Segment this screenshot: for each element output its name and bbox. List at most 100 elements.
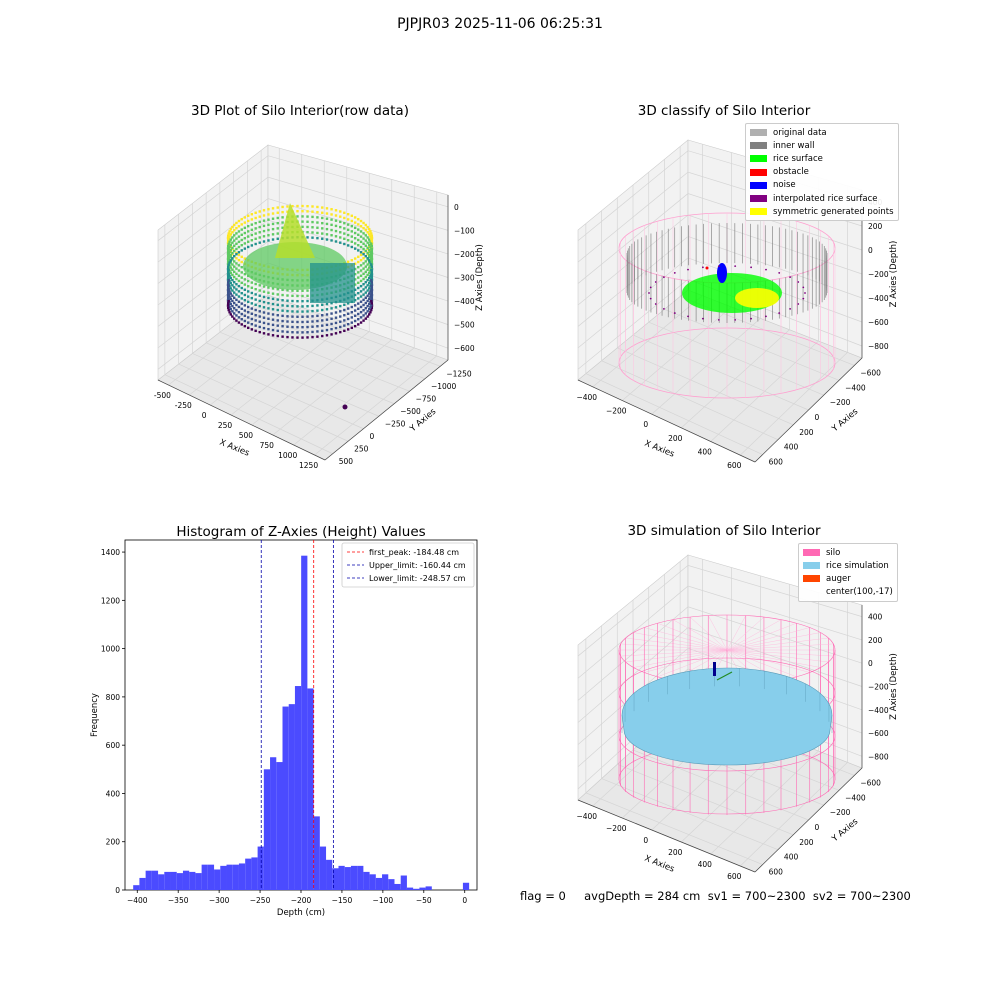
x-tick-label: 0 xyxy=(643,420,648,429)
scatter-point xyxy=(339,215,342,218)
auger-marker xyxy=(713,662,716,676)
scatter-point xyxy=(247,219,250,223)
scatter-point xyxy=(301,215,304,218)
histogram-bar xyxy=(307,688,314,890)
legend-label: obstacle xyxy=(773,167,809,178)
scatter-point xyxy=(267,286,270,289)
scatter-point xyxy=(369,235,372,238)
scatter-point xyxy=(229,233,232,236)
z-gridline xyxy=(157,155,449,241)
scatter-point xyxy=(243,231,247,235)
scatter-point xyxy=(276,334,279,338)
scatter-point xyxy=(301,325,304,329)
interpolated-point xyxy=(802,297,805,300)
scatter-point xyxy=(325,328,329,332)
scatter-point xyxy=(325,207,329,210)
scatter-point xyxy=(369,230,372,233)
scatter-point xyxy=(229,238,232,241)
histogram-bar xyxy=(294,686,302,890)
scatter-point xyxy=(359,225,363,228)
scatter-point xyxy=(240,249,243,252)
scatter-point xyxy=(325,217,329,220)
scatter-point xyxy=(276,293,279,296)
scatter-point xyxy=(346,233,350,237)
scatter-point xyxy=(237,269,241,272)
silo-roof-wire xyxy=(726,627,810,651)
scatter-point xyxy=(281,226,284,229)
x-tick-label: 400 xyxy=(698,860,713,869)
simulation-panel-title: 3D simulation of Silo Interior xyxy=(627,523,821,539)
scatter-point xyxy=(359,295,363,298)
scatter-point xyxy=(247,230,250,233)
scatter-point xyxy=(276,221,279,225)
scatter-point xyxy=(366,246,369,250)
outlier-point xyxy=(342,404,348,410)
scatter-point xyxy=(276,232,279,235)
scatter-point xyxy=(233,228,236,232)
scatter-point xyxy=(346,317,350,321)
scatter-point xyxy=(370,255,374,258)
scatter-point xyxy=(346,239,350,242)
scatter-point xyxy=(368,261,371,264)
y-tick-label: −200 xyxy=(830,398,851,407)
legend-label: interpolated rice surface xyxy=(773,193,878,204)
histogram-bar xyxy=(170,871,177,890)
y-tick-label: 0 xyxy=(369,432,374,441)
scatter-point xyxy=(362,257,365,260)
scatter-point xyxy=(226,265,230,269)
scatter-point xyxy=(359,300,363,303)
scatter-point xyxy=(359,240,363,244)
scatter-point xyxy=(267,208,270,211)
scatter-point xyxy=(267,307,270,310)
scatter-point xyxy=(330,322,333,326)
x-tick-label: 400 xyxy=(698,448,713,457)
scatter-point xyxy=(235,288,238,291)
scatter-point xyxy=(368,271,371,275)
scatter-point xyxy=(364,281,367,284)
histogram-bar xyxy=(363,871,370,890)
scatter-point xyxy=(346,307,350,310)
symmetric-generated-points xyxy=(735,288,779,308)
scatter-point xyxy=(243,237,247,240)
scatter-point xyxy=(276,324,279,327)
scatter-point xyxy=(243,304,247,307)
scatter-point xyxy=(235,247,238,251)
legend-swatch xyxy=(803,562,820,570)
scatter-point xyxy=(330,218,333,221)
scatter-point xyxy=(281,335,284,338)
y-tick-label: 600 xyxy=(106,741,121,750)
y-tick-label: −1000 xyxy=(431,382,457,391)
legend-swatch xyxy=(750,129,767,137)
scatter-point xyxy=(366,268,369,271)
histogram-bar xyxy=(164,871,171,890)
x-gridline xyxy=(272,179,393,436)
scatter-point xyxy=(311,304,314,308)
scatter-point xyxy=(240,233,243,236)
scatter-point xyxy=(229,250,232,254)
legend-swatch xyxy=(750,208,767,216)
x-axis-label: Depth (cm) xyxy=(277,908,325,918)
z-tick-label: 400 xyxy=(868,613,883,622)
x-tick-label: −200 xyxy=(606,824,627,833)
scatter-point xyxy=(226,270,230,274)
scatter-point xyxy=(281,304,284,307)
interpolated-point xyxy=(649,297,652,300)
scatter-point xyxy=(258,304,261,308)
scatter-point xyxy=(226,291,230,295)
scatter-point xyxy=(262,332,266,335)
silo-roof-wire xyxy=(726,649,834,657)
scatter-point xyxy=(262,295,266,299)
scatter-point xyxy=(240,260,243,264)
z-tick-label: −400 xyxy=(454,297,475,306)
scatter-point xyxy=(306,320,309,324)
scatter-point xyxy=(296,325,299,329)
y-gridline xyxy=(648,172,824,396)
scatter-point xyxy=(231,225,234,229)
scatter-point xyxy=(262,326,266,330)
legend-item: auger xyxy=(803,572,893,585)
scatter-point xyxy=(311,315,314,318)
scatter-point xyxy=(343,324,346,327)
scatter-point xyxy=(267,317,270,320)
scatter-point xyxy=(247,290,250,293)
scatter-point xyxy=(364,291,367,294)
